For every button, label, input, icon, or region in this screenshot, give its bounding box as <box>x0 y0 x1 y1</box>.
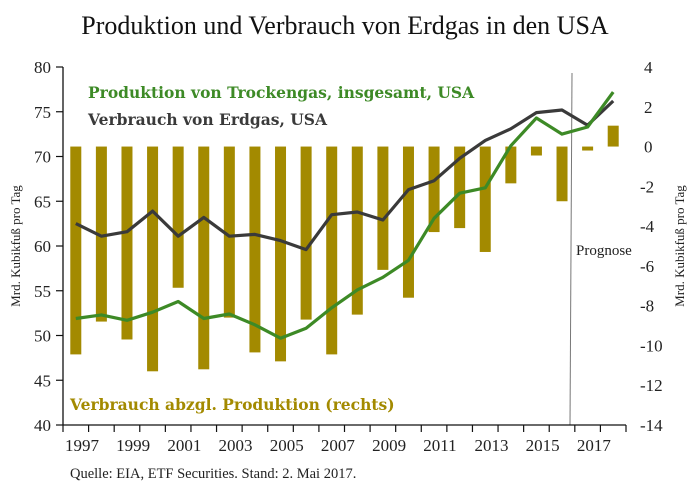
bar-1999 <box>121 146 133 340</box>
line-consumption <box>75 99 615 252</box>
line-series <box>75 91 615 340</box>
bar-2018 <box>607 125 619 147</box>
y-left-tick-label: 75 <box>34 103 51 122</box>
x-tick-label: 2015 <box>526 436 560 455</box>
bar-2016 <box>556 146 568 202</box>
y-right-tick-label: -12 <box>640 376 663 395</box>
chart-title: Produktion und Verbrauch von Erdgas in d… <box>81 11 609 40</box>
y-right-tick-label: -2 <box>640 177 654 196</box>
x-tick-label: 2017 <box>577 436 612 455</box>
x-axis-ticks: 1997 1999 2001 2003 2005 2007 2009 2011 2013 2015… <box>62 425 627 455</box>
x-tick-label: 1997 <box>65 436 100 455</box>
bar-2014 <box>505 146 517 184</box>
y-left-tick-label: 50 <box>34 327 51 346</box>
bar-series <box>70 125 619 372</box>
bar-2013 <box>479 146 491 252</box>
bar-2009 <box>377 146 389 270</box>
bar-2004 <box>249 146 261 353</box>
bar-2006 <box>300 146 312 320</box>
y-axis-right-label: Mrd. Kubikfuß pro Tag <box>672 185 687 307</box>
y-left-tick-label: 40 <box>34 416 51 435</box>
bar-1998 <box>95 146 107 322</box>
y-axis-left-label: Mrd. Kubikfuß pro Tag <box>8 185 23 307</box>
line-production <box>75 91 615 340</box>
y-right-tick-label: -14 <box>640 416 663 435</box>
legend-net-balance: Verbrauch abzgl. Produktion (rechts) <box>69 395 395 414</box>
bar-2001 <box>172 146 184 288</box>
bar-2010 <box>402 146 414 298</box>
x-tick-label: 2009 <box>372 436 406 455</box>
bar-2012 <box>454 146 466 229</box>
y-right-tick-label: -10 <box>640 336 663 355</box>
bar-2002 <box>198 146 210 370</box>
y-right-tick-label: -8 <box>640 297 654 316</box>
bar-2005 <box>275 146 287 362</box>
y-right-tick-label: 0 <box>644 138 653 157</box>
bar-2015 <box>530 146 542 156</box>
x-tick-label: 2003 <box>219 436 253 455</box>
y-left-tick-label: 60 <box>34 237 51 256</box>
x-tick-label: 2013 <box>474 436 508 455</box>
bar-2017 <box>582 146 594 151</box>
y-left-tick-label: 65 <box>34 192 51 211</box>
y-right-tick-label: 4 <box>644 58 653 77</box>
y-left-tick-label: 70 <box>34 148 51 167</box>
legend-consumption: Verbrauch von Erdgas, USA <box>87 110 328 129</box>
x-tick-label: 2005 <box>270 436 304 455</box>
bar-2008 <box>351 146 363 315</box>
x-tick-label: 2011 <box>423 436 456 455</box>
forecast-marker: Prognose <box>569 72 632 426</box>
bar-2007 <box>326 146 338 355</box>
y-right-tick-label: -6 <box>640 257 654 276</box>
y-right-tick-label: -4 <box>640 217 655 236</box>
x-tick-label: 2001 <box>167 436 201 455</box>
y-axis-left-ticks: 40 45 50 55 60 65 70 75 80 <box>34 58 63 435</box>
forecast-label: Prognose <box>576 243 632 259</box>
y-left-tick-label: 45 <box>34 371 51 390</box>
forecast-divider-line <box>569 72 573 426</box>
y-axis-right-ticks: -14 -12 -10 -8 -6 -4 -2 0 2 4 <box>640 58 663 435</box>
bar-2003 <box>223 146 235 318</box>
legend-production: Produktion von Trockengas, insgesamt, US… <box>88 83 475 102</box>
y-left-tick-label: 80 <box>34 58 51 77</box>
x-tick-label: 1999 <box>116 436 150 455</box>
source-note: Quelle: EIA, ETF Securities. Stand: 2. M… <box>70 466 356 482</box>
bar-2000 <box>147 146 159 372</box>
bar-1997 <box>70 146 82 355</box>
bar-2011 <box>428 146 440 233</box>
y-right-tick-label: 2 <box>644 98 653 117</box>
y-left-tick-label: 55 <box>34 282 51 301</box>
x-tick-label: 2007 <box>321 436 356 455</box>
